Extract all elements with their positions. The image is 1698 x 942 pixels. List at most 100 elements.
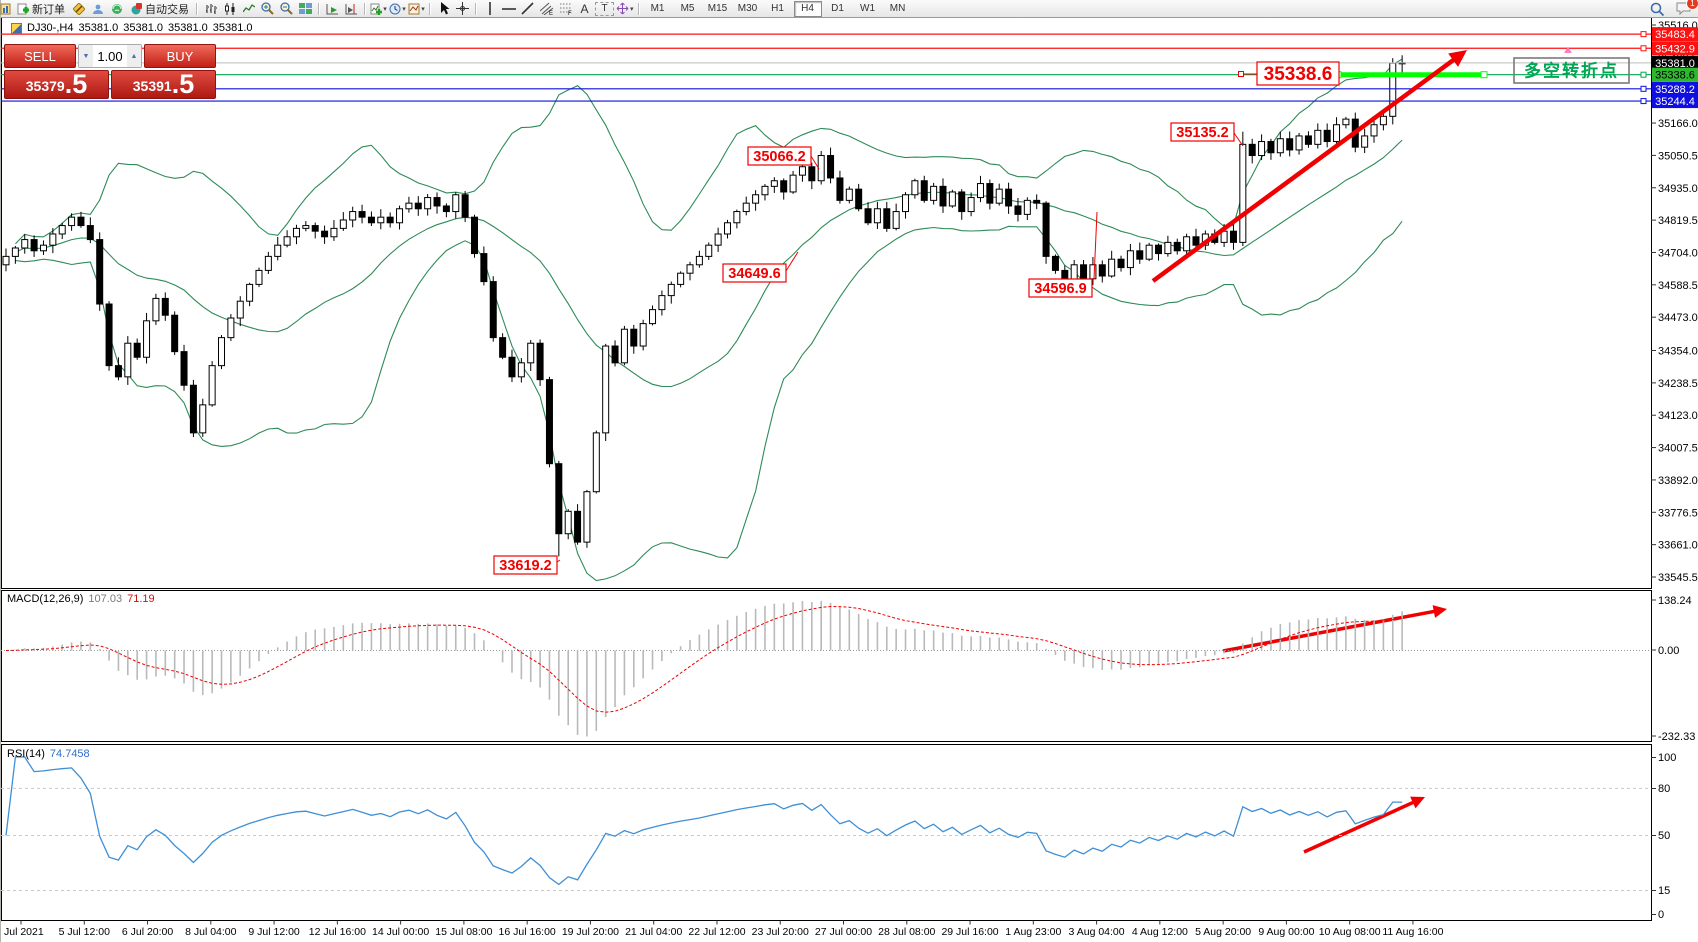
timeframe-mn[interactable]: MN bbox=[889, 3, 906, 14]
macd-signal-value: 71.19 bbox=[127, 593, 155, 605]
svg-text:-232.33: -232.33 bbox=[1658, 731, 1695, 743]
equidistant-channel-tool-icon[interactable]: E bbox=[538, 1, 555, 16]
fibonacci-tool-icon[interactable]: F bbox=[557, 1, 574, 16]
rsi-name: RSI(14) bbox=[7, 748, 45, 760]
auto-trading-icon bbox=[131, 2, 142, 14]
new-order-button[interactable]: 新订单 bbox=[13, 1, 69, 16]
svg-text:34588.5: 34588.5 bbox=[1658, 280, 1698, 292]
svg-text:34238.5: 34238.5 bbox=[1658, 378, 1698, 390]
timeframe-h4[interactable]: H4 bbox=[793, 0, 822, 17]
buy-price-display[interactable]: 35391.5 bbox=[111, 70, 216, 99]
metaeditor-icon[interactable] bbox=[70, 1, 87, 16]
dropdown-caret[interactable]: ▾ bbox=[421, 5, 425, 13]
dropdown-caret[interactable]: ▾ bbox=[630, 5, 634, 13]
svg-text:28 Jul 08:00: 28 Jul 08:00 bbox=[878, 926, 935, 938]
timeframe-m30[interactable]: M30 bbox=[737, 3, 758, 14]
sell-price-main: 35379 bbox=[25, 78, 65, 94]
timeframe-m15[interactable]: M15 bbox=[707, 3, 728, 14]
candlestick-chart-icon[interactable] bbox=[221, 1, 238, 16]
vertical-line-tool-icon[interactable] bbox=[481, 1, 498, 16]
zoom-out-icon[interactable] bbox=[278, 1, 295, 16]
macd-label: MACD(12,26,9) 107.03 71.19 bbox=[7, 593, 155, 605]
svg-text:35244.4: 35244.4 bbox=[1655, 96, 1695, 108]
price-tag-labels[interactable]: 35338.6 35066.2 34649.6 34596.9 35135.2 33619… bbox=[493, 61, 1340, 575]
bar-chart-icon[interactable] bbox=[202, 1, 219, 16]
svg-text:35050.5: 35050.5 bbox=[1658, 150, 1698, 162]
timeframe-m5[interactable]: M5 bbox=[680, 3, 695, 14]
volume-spinner: ▼ 1.00 ▲ bbox=[78, 44, 142, 68]
buy-button[interactable]: BUY bbox=[144, 44, 216, 68]
line-chart-icon[interactable] bbox=[240, 1, 257, 16]
buy-price-main: 35391 bbox=[132, 78, 172, 94]
svg-text:138.24: 138.24 bbox=[1658, 595, 1692, 607]
trendline-tool-icon[interactable] bbox=[519, 1, 536, 16]
timeframe-h1[interactable]: H1 bbox=[771, 3, 784, 14]
trend-arrows[interactable] bbox=[1151, 50, 1467, 854]
svg-text:34819.5: 34819.5 bbox=[1658, 215, 1698, 227]
notifications-chat-icon[interactable]: 1 bbox=[1675, 0, 1698, 16]
close-value: 35381.0 bbox=[212, 22, 253, 34]
auto-scroll-icon[interactable] bbox=[324, 1, 341, 16]
open-value: 35381.0 bbox=[78, 22, 119, 34]
profile-icon[interactable] bbox=[89, 1, 106, 16]
text-tool-icon[interactable]: A bbox=[580, 1, 589, 16]
dropdown-caret[interactable]: ▾ bbox=[383, 5, 387, 13]
signal-icon[interactable] bbox=[108, 1, 125, 16]
high-value: 35381.0 bbox=[123, 22, 163, 34]
svg-text:1 Aug 23:00: 1 Aug 23:00 bbox=[1005, 926, 1061, 938]
svg-text:3 Aug 04:00: 3 Aug 04:00 bbox=[1069, 926, 1125, 938]
arrows-tool-icon[interactable]: ▾ bbox=[616, 1, 634, 16]
svg-text:29 Jul 16:00: 29 Jul 16:00 bbox=[941, 926, 998, 938]
templates-icon[interactable]: ▾ bbox=[408, 1, 425, 16]
one-click-trading-panel: SELL ▼ 1.00 ▲ BUY 35379.5 35391.5 bbox=[4, 44, 216, 99]
volume-increase-button[interactable]: ▲ bbox=[127, 45, 141, 67]
periods-clock-icon[interactable]: ▾ bbox=[389, 1, 406, 16]
fibo-glyph: F bbox=[568, 11, 572, 15]
horizontal-lines[interactable] bbox=[1, 31, 1651, 105]
main-chart-frame bbox=[1, 17, 1652, 589]
indicators-icon[interactable]: ▾ bbox=[370, 1, 387, 16]
macd-signal-line bbox=[5, 605, 1403, 713]
svg-text:35381.0: 35381.0 bbox=[1655, 58, 1695, 70]
auto-trading-button[interactable]: 自动交易 bbox=[126, 1, 193, 16]
symbol-period: DJ30-,H4 bbox=[27, 22, 74, 34]
candles bbox=[2, 55, 1406, 557]
time-axis: Jul 2021 5 Jul 12:00 6 Jul 20:00 8 Jul 04:0… bbox=[4, 920, 1444, 938]
svg-text:33661.0: 33661.0 bbox=[1658, 540, 1698, 552]
divider bbox=[318, 2, 320, 15]
svg-text:16 Jul 16:00: 16 Jul 16:00 bbox=[499, 926, 556, 938]
horizontal-line-tool-icon[interactable] bbox=[500, 1, 517, 16]
svg-text:6 Jul 20:00: 6 Jul 20:00 bbox=[122, 926, 174, 938]
tile-windows-icon[interactable] bbox=[297, 1, 314, 16]
label-tool-icon[interactable]: T bbox=[595, 1, 614, 16]
support-highlight-segment[interactable] bbox=[1334, 71, 1488, 79]
dropdown-caret[interactable]: ▾ bbox=[402, 5, 406, 13]
divider bbox=[475, 2, 477, 15]
divider bbox=[429, 2, 431, 15]
volume-value[interactable]: 1.00 bbox=[97, 48, 123, 64]
chart-ohlc-header: DJ30-,H4 35381.0 35381.0 35381.0 35381.0 bbox=[11, 22, 253, 34]
sell-price-display[interactable]: 35379.5 bbox=[4, 70, 109, 99]
chart-shift-icon[interactable] bbox=[343, 1, 360, 16]
svg-text:9 Aug 00:00: 9 Aug 00:00 bbox=[1258, 926, 1314, 938]
svg-text:21 Jul 04:00: 21 Jul 04:00 bbox=[625, 926, 682, 938]
cursor-icon[interactable] bbox=[435, 1, 452, 16]
turning-point-label[interactable]: 多空转折点 bbox=[1513, 47, 1630, 84]
svg-text:34007.5: 34007.5 bbox=[1658, 443, 1698, 455]
buy-price-pips: .5 bbox=[171, 69, 195, 99]
search-icon[interactable] bbox=[1648, 1, 1665, 16]
svg-text:34354.0: 34354.0 bbox=[1658, 346, 1698, 358]
svg-text:33619.2: 33619.2 bbox=[499, 558, 551, 574]
svg-text:34473.0: 34473.0 bbox=[1658, 312, 1698, 324]
timeframe-m1[interactable]: M1 bbox=[650, 3, 665, 14]
sell-button[interactable]: SELL bbox=[4, 44, 76, 68]
svg-text:100: 100 bbox=[1658, 752, 1676, 764]
zoom-in-icon[interactable] bbox=[259, 1, 276, 16]
new-chart-icon[interactable] bbox=[0, 1, 12, 16]
volume-decrease-button[interactable]: ▼ bbox=[79, 45, 93, 67]
timeframe-d1[interactable]: D1 bbox=[831, 3, 844, 14]
crosshair-icon[interactable] bbox=[454, 1, 471, 16]
timeframe-w1[interactable]: W1 bbox=[860, 3, 876, 14]
